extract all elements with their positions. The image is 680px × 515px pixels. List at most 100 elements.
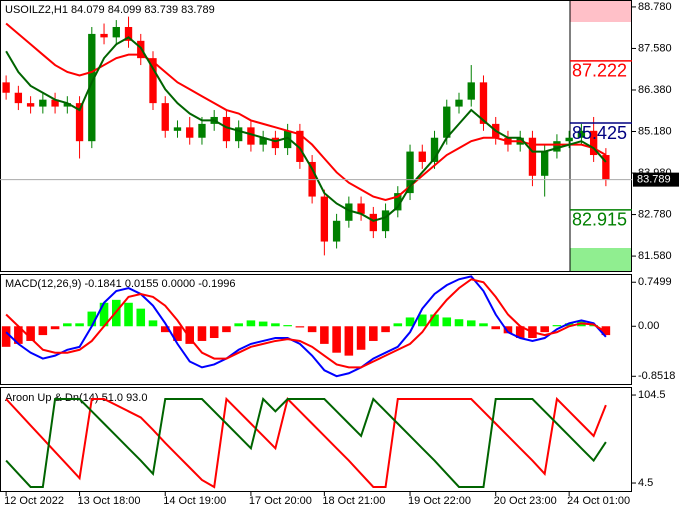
histogram-bar	[369, 326, 378, 341]
histogram-bar	[307, 326, 317, 333]
candle-body	[198, 123, 206, 138]
candle-body	[541, 151, 549, 176]
candle-body	[100, 33, 108, 38]
histogram-bar	[430, 314, 439, 327]
histogram-bar	[417, 314, 427, 327]
y-tick-label: 87.580	[638, 42, 672, 54]
histogram-bar	[393, 323, 403, 327]
histogram-bar	[173, 326, 182, 341]
histogram-bar	[344, 326, 354, 356]
candle-body	[235, 127, 243, 142]
histogram-bar	[491, 326, 501, 330]
histogram-bar	[540, 326, 549, 333]
upper-zone	[570, 0, 632, 22]
histogram-bar	[332, 326, 341, 353]
y-tick-label: 85.180	[638, 125, 672, 137]
indicator-line	[5, 397, 607, 488]
y-tick-label: 88.780	[638, 1, 672, 13]
candle-body	[394, 193, 402, 211]
y-tick-label: 0.00	[638, 320, 659, 332]
histogram-bar	[258, 321, 268, 327]
indicator-line	[5, 22, 607, 202]
histogram-bar	[564, 323, 574, 327]
histogram-bar	[320, 326, 329, 344]
y-tick-label: 0.7499	[638, 276, 672, 288]
candle-body	[2, 82, 10, 93]
x-tick-label: 14 Oct 19:00	[163, 495, 226, 507]
candle-body	[112, 26, 120, 38]
histogram-bar	[160, 326, 170, 333]
candle-body	[577, 130, 586, 138]
candle-body	[418, 151, 426, 162]
histogram-bar	[99, 302, 109, 327]
candle-body	[222, 116, 231, 142]
histogram-bar	[50, 326, 60, 330]
x-tick-label: 18 Oct 21:00	[322, 495, 385, 507]
histogram-bar	[381, 326, 390, 333]
level-label: 85.425	[572, 123, 627, 143]
candle-body	[173, 127, 182, 131]
candle-body	[357, 203, 365, 214]
histogram-bar	[75, 323, 84, 327]
candle-body	[443, 106, 451, 138]
x-tick-label: 13 Oct 18:00	[78, 495, 141, 507]
candle-body	[589, 130, 598, 156]
y-tick-label: -0.8518	[638, 370, 675, 382]
candle-body	[26, 103, 35, 107]
histogram-bar	[442, 317, 452, 327]
histogram-bar	[222, 326, 231, 333]
candle-body	[124, 26, 133, 41]
panel-title: MACD(12,26,9) -0.1841 0.0155 0.0000 -0.1…	[5, 278, 236, 290]
histogram-bar	[14, 326, 23, 344]
panel-title: USOILZ2,H1 84.079 84.099 83.739 83.789	[5, 4, 215, 16]
histogram-bar	[271, 323, 280, 327]
last-price-label: 83.789	[637, 174, 671, 186]
x-tick-label: 19 Oct 22:00	[408, 495, 471, 507]
histogram-bar	[295, 326, 305, 328]
histogram-bar	[503, 326, 513, 334]
candle-body	[565, 137, 573, 142]
histogram-bar	[601, 326, 611, 336]
level-label: 82.915	[572, 210, 627, 230]
indicator-line	[5, 396, 607, 489]
histogram-bar	[209, 326, 219, 339]
candle-body	[247, 127, 255, 145]
aroon-panel	[0, 387, 632, 492]
indicator-line	[5, 36, 607, 222]
histogram-bar	[87, 311, 97, 327]
histogram-bar	[479, 323, 488, 327]
x-tick-label: 20 Oct 23:00	[494, 495, 557, 507]
candle-body	[332, 220, 341, 242]
x-tick-label: 12 Oct 2022	[4, 495, 64, 507]
candle-body	[528, 137, 537, 176]
candle-body	[88, 33, 96, 142]
x-tick-label: 17 Oct 20:00	[249, 495, 312, 507]
candle-body	[479, 82, 488, 124]
y-tick-label: 4.5	[638, 477, 653, 489]
candle-body	[467, 82, 475, 100]
x-tick-label: 24 Oct 01:00	[567, 495, 630, 507]
histogram-bar	[185, 326, 195, 344]
histogram-bar	[197, 326, 207, 341]
candle-body	[430, 137, 439, 162]
histogram-bar	[515, 326, 525, 339]
candle-body	[149, 58, 157, 104]
candle-body	[186, 127, 194, 138]
candle-body	[320, 196, 329, 242]
y-tick-label: 86.380	[638, 84, 672, 96]
histogram-bar	[283, 325, 292, 327]
histogram-bar	[136, 308, 146, 327]
histogram-bar	[63, 323, 72, 327]
histogram-bar	[38, 326, 48, 336]
candle-body	[296, 130, 304, 162]
histogram-bar	[148, 320, 158, 327]
candle-body	[381, 210, 390, 232]
candle-body	[406, 151, 414, 194]
macd-panel	[0, 274, 632, 385]
candle-body	[369, 213, 377, 232]
histogram-bar	[1, 326, 11, 347]
histogram-bar	[454, 319, 464, 327]
